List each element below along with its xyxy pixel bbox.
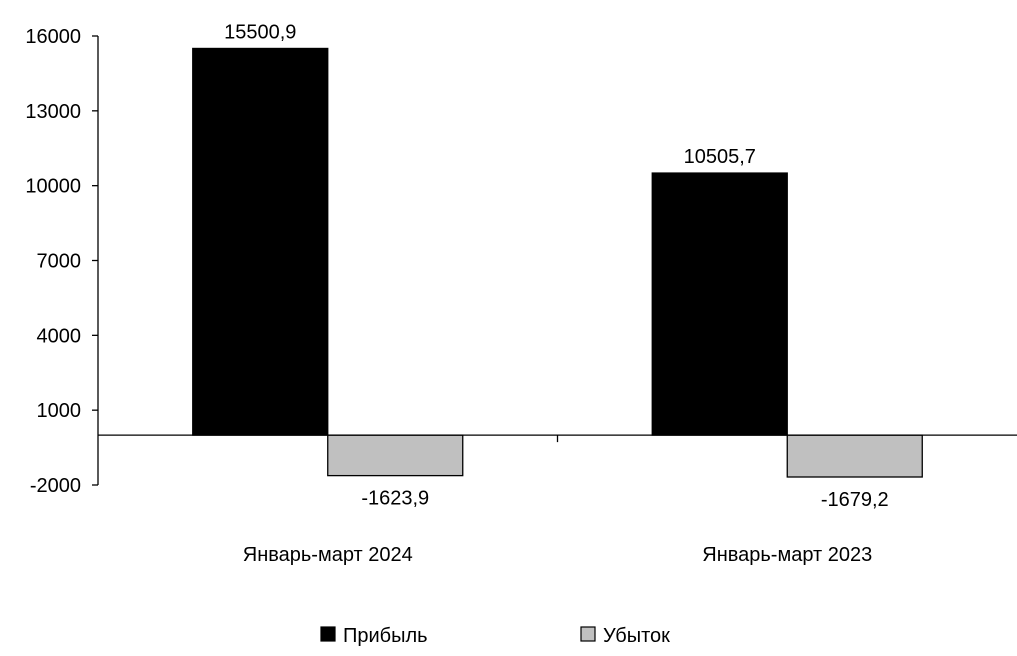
- x-category-label: Январь-март 2024: [243, 544, 413, 566]
- data-label: -1679,2: [821, 489, 889, 511]
- legend-swatch-profit: [320, 626, 336, 642]
- legend-swatch-loss: [580, 626, 596, 642]
- y-tick-label: 7000: [37, 251, 82, 273]
- data-label: 15500,9: [224, 21, 296, 43]
- data-label: 10505,7: [684, 146, 756, 168]
- y-tick-label: 16000: [25, 26, 81, 48]
- y-tick-label: 10000: [25, 176, 81, 198]
- bar-profit: [192, 47, 329, 436]
- legend-label-loss: Убыток: [603, 625, 670, 647]
- bar-loss: [327, 434, 464, 477]
- data-label: -1623,9: [361, 488, 429, 510]
- y-tick-label: -2000: [30, 475, 81, 497]
- y-tick-label: 13000: [25, 101, 81, 123]
- legend-label-profit: Прибыль: [343, 625, 428, 647]
- x-category-label: Январь-март 2023: [702, 544, 872, 566]
- bar-loss: [786, 434, 923, 478]
- bar-profit: [651, 172, 788, 436]
- y-tick-label: 4000: [37, 325, 82, 347]
- y-tick-label: 1000: [37, 400, 82, 422]
